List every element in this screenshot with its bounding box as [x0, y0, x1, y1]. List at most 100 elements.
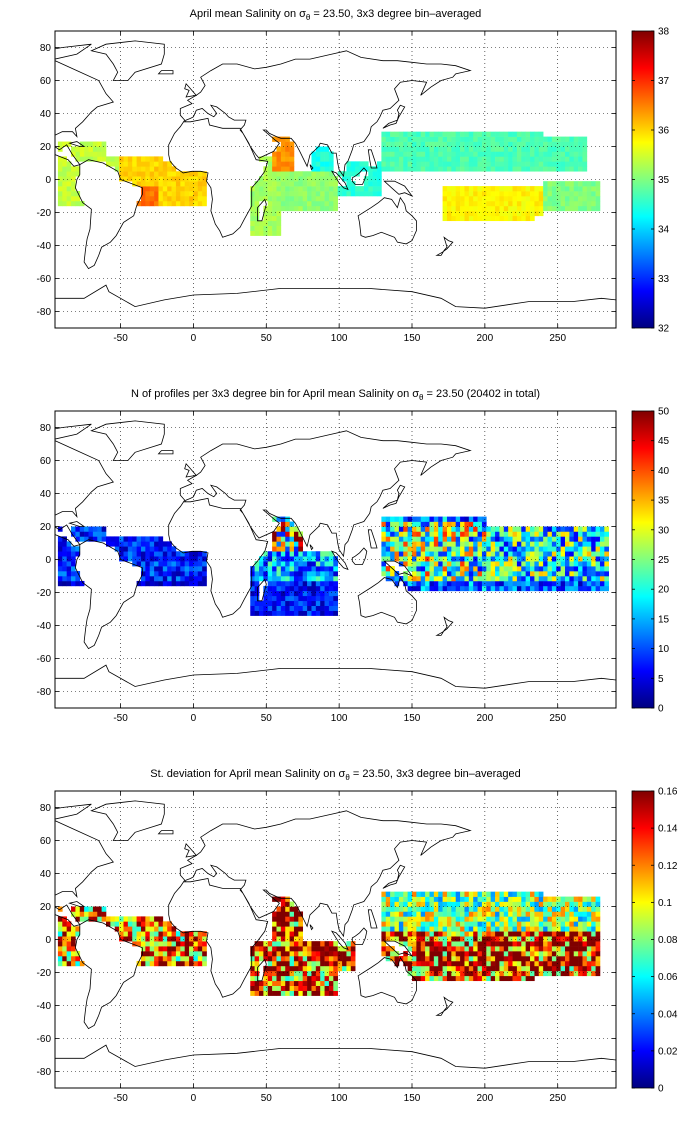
heatmap-cell	[477, 521, 483, 527]
heatmap-cell	[556, 561, 561, 567]
heatmap-cell	[175, 931, 181, 937]
heatmap-cell	[481, 531, 487, 537]
heatmap-cell	[328, 580, 334, 587]
heatmap-cell	[538, 585, 544, 592]
heatmap-cell	[573, 205, 579, 212]
heatmap-cell	[145, 580, 151, 587]
heatmap-cell	[420, 136, 426, 142]
heatmap-cell	[259, 946, 264, 952]
heatmap-cell	[184, 951, 190, 957]
heatmap-cell	[442, 576, 448, 582]
heatmap-cell	[398, 901, 404, 907]
heatmap-cell	[289, 551, 295, 557]
heatmap-cell	[66, 556, 72, 562]
heatmap-cell	[145, 960, 151, 967]
heatmap-cell	[495, 536, 500, 542]
heatmap-cell	[307, 951, 312, 957]
heatmap-cell	[71, 936, 76, 942]
heatmap-cell	[320, 610, 325, 616]
heatmap-cell	[328, 975, 334, 982]
heatmap-cell	[578, 576, 583, 582]
heatmap-cell	[350, 946, 356, 952]
heatmap-cell	[468, 576, 474, 582]
heatmap-cell	[363, 161, 369, 167]
heatmap-cell	[267, 960, 273, 967]
heatmap-cell	[333, 205, 338, 212]
heatmap-cell	[149, 566, 155, 572]
heatmap-cell	[578, 181, 583, 187]
heatmap-cell	[412, 936, 417, 942]
heatmap-cell	[394, 926, 400, 932]
heatmap-cell	[289, 941, 295, 947]
heatmap-cell	[167, 956, 172, 962]
heatmap-cell	[167, 921, 172, 927]
heatmap-cell	[473, 941, 478, 947]
heatmap-cell	[595, 181, 601, 187]
heatmap-cell	[521, 191, 526, 197]
heatmap-cell	[538, 946, 544, 952]
heatmap-cell	[276, 230, 282, 236]
heatmap-cell	[591, 896, 596, 902]
heatmap-cell	[197, 171, 203, 177]
heatmap-cell	[149, 921, 155, 927]
heatmap-cell	[390, 911, 395, 917]
heatmap-cell	[149, 166, 155, 172]
heatmap-cell	[390, 901, 395, 907]
heatmap-cell	[468, 156, 474, 162]
heatmap-cell	[259, 156, 264, 162]
heatmap-cell	[202, 171, 207, 177]
heatmap-cell	[499, 901, 505, 907]
heatmap-cell	[420, 566, 426, 572]
x-tick-label: 0	[191, 713, 197, 724]
coastline-newGuinea	[383, 560, 414, 577]
heatmap-cell	[398, 551, 404, 557]
heatmap-cell	[446, 166, 452, 172]
heatmap-cell	[486, 580, 491, 587]
colorbar-tick-label: 30	[658, 525, 670, 536]
heatmap-cell	[464, 970, 470, 977]
heatmap-cell	[573, 585, 579, 592]
heatmap-cell	[123, 546, 129, 552]
heatmap-cell	[477, 186, 483, 192]
heatmap-cell	[486, 210, 491, 217]
heatmap-cell	[390, 146, 395, 152]
heatmap-cell	[551, 541, 557, 547]
heatmap-cell	[328, 176, 334, 182]
heatmap-cell	[503, 541, 509, 547]
heatmap-cell	[481, 156, 487, 162]
heatmap-cell	[119, 156, 124, 162]
heatmap-cell	[280, 546, 286, 552]
heatmap-cell	[158, 941, 164, 947]
heatmap-cell	[455, 946, 461, 952]
heatmap-cell	[495, 906, 500, 912]
heatmap-cell	[263, 956, 269, 962]
heatmap-cell	[180, 556, 185, 562]
heatmap-cell	[446, 911, 452, 917]
heatmap-cell	[280, 921, 286, 927]
heatmap-cell	[158, 936, 164, 942]
heatmap-cell	[180, 946, 185, 952]
heatmap-cell	[442, 521, 448, 527]
heatmap-cell	[530, 946, 535, 952]
heatmap-cell	[420, 891, 426, 897]
heatmap-cell	[490, 546, 496, 552]
heatmap-cell	[75, 156, 81, 162]
heatmap-cell	[499, 191, 505, 197]
heatmap-cell	[582, 946, 588, 952]
heatmap-cell	[573, 941, 579, 947]
heatmap-cell	[276, 215, 282, 222]
heatmap-cell	[468, 906, 474, 912]
heatmap-cell	[516, 946, 522, 952]
heatmap-cell	[591, 906, 596, 912]
heatmap-cell	[446, 526, 452, 532]
heatmap-cell	[521, 585, 526, 592]
heatmap-cell	[403, 561, 408, 567]
heatmap-cell	[328, 610, 334, 616]
heatmap-cell	[433, 911, 439, 917]
heatmap-cell	[538, 580, 544, 587]
heatmap-cell	[149, 556, 155, 562]
heatmap-cell	[333, 980, 338, 986]
heatmap-cell	[451, 141, 457, 147]
heatmap-cell	[416, 541, 422, 547]
heatmap-cell	[420, 926, 426, 932]
